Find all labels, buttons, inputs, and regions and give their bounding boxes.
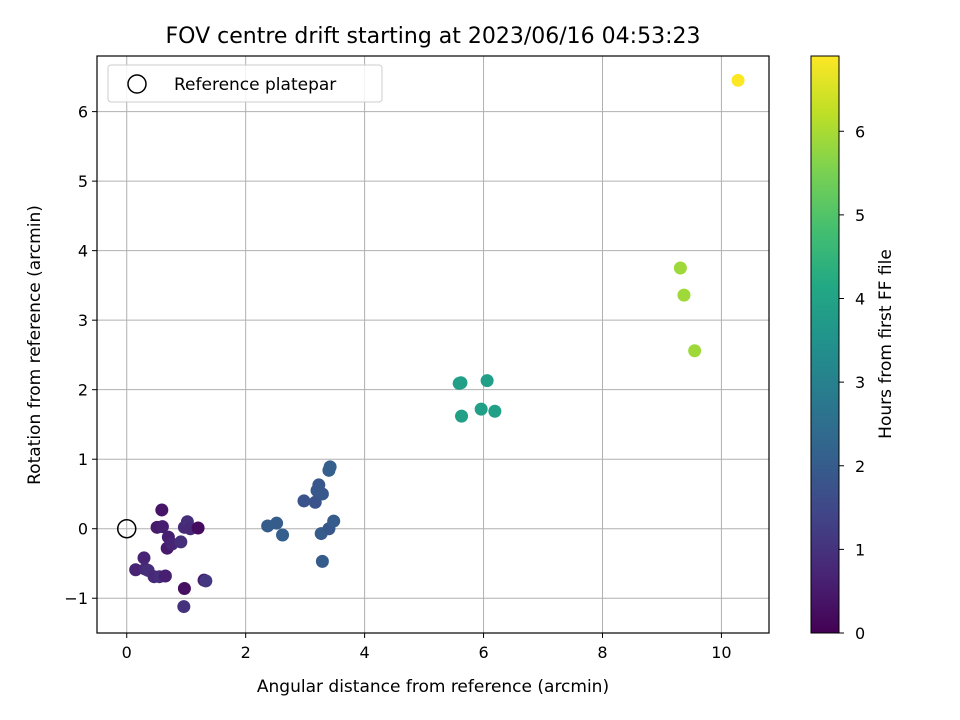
x-tick-label: 6 xyxy=(478,643,488,662)
colorbar-tick-label: 3 xyxy=(855,373,865,392)
data-point xyxy=(480,374,494,388)
data-point xyxy=(177,582,191,596)
colorbar: 0 1 2 3 4 5 6 Hours from first FF file xyxy=(810,55,896,643)
data-point xyxy=(673,261,687,275)
x-tick-label: 2 xyxy=(241,643,251,662)
colorbar-tick-label: 0 xyxy=(855,624,865,643)
data-points xyxy=(129,73,745,614)
legend-label-reference: Reference platepar xyxy=(174,75,336,95)
data-point xyxy=(323,460,337,474)
data-point xyxy=(129,563,143,577)
y-tick-label: 2 xyxy=(78,381,88,400)
x-tick-label: 4 xyxy=(360,643,370,662)
data-point xyxy=(137,551,151,565)
y-tick-label: −1 xyxy=(64,589,88,608)
data-point xyxy=(155,503,169,517)
reference-platepar-marker xyxy=(116,518,137,539)
data-point xyxy=(455,409,469,423)
data-point xyxy=(158,569,172,583)
data-point xyxy=(155,520,169,534)
data-point xyxy=(315,487,329,501)
x-tick-label: 10 xyxy=(711,643,731,662)
data-point xyxy=(677,288,691,302)
data-point xyxy=(488,404,502,418)
legend: Reference platepar xyxy=(107,64,383,103)
y-tick-label: 0 xyxy=(78,520,88,539)
data-point xyxy=(199,574,213,588)
data-point xyxy=(174,535,188,549)
chart-title: FOV centre drift starting at 2023/06/16 … xyxy=(166,24,701,49)
data-point xyxy=(315,554,329,568)
legend-frame xyxy=(107,64,383,103)
data-point xyxy=(474,402,488,416)
colorbar-tick-label: 2 xyxy=(855,457,865,476)
y-tick-label: 3 xyxy=(78,311,88,330)
y-tick-label: 4 xyxy=(78,242,88,261)
colorbar-tick-label: 6 xyxy=(855,122,865,141)
x-axis: 0 2 4 6 8 10 xyxy=(122,633,732,662)
data-point xyxy=(454,376,468,390)
colorbar-tick-label: 1 xyxy=(855,540,865,559)
data-point xyxy=(276,528,290,542)
data-point xyxy=(177,600,191,614)
colorbar-ticks: 0 1 2 3 4 5 6 xyxy=(839,122,865,643)
plot-area-frame xyxy=(96,55,770,634)
colorbar-gradient xyxy=(810,55,840,634)
data-point xyxy=(688,344,702,358)
x-tick-label: 0 xyxy=(122,643,132,662)
legend-marker-reference xyxy=(127,74,147,94)
x-axis-label: Angular distance from reference (arcmin) xyxy=(257,677,609,697)
y-tick-label: 5 xyxy=(78,172,88,191)
colorbar-tick-label: 4 xyxy=(855,290,865,309)
grid-lines xyxy=(97,56,769,633)
y-axis: −1 0 1 2 3 4 5 6 xyxy=(64,103,97,608)
data-point xyxy=(270,516,284,530)
colorbar-tick-label: 5 xyxy=(855,206,865,225)
y-axis-label: Rotation from reference (arcmin) xyxy=(25,205,45,485)
data-point xyxy=(297,494,311,508)
colorbar-label: Hours from first FF file xyxy=(876,249,896,439)
data-point xyxy=(731,73,745,87)
y-tick-label: 1 xyxy=(78,450,88,469)
y-tick-label: 6 xyxy=(78,103,88,122)
x-tick-label: 8 xyxy=(597,643,607,662)
data-point xyxy=(327,514,341,528)
data-point xyxy=(191,521,205,535)
